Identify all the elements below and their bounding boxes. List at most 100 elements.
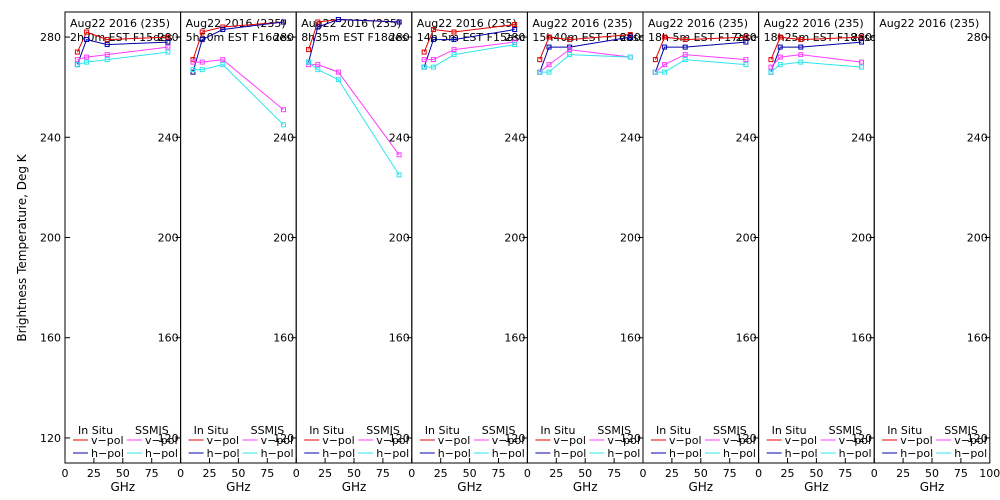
data-point-ssmis-vpol	[315, 62, 321, 68]
legend-label-ssmis-vpol: v−pol	[376, 434, 409, 447]
data-point-insitu-vpol	[421, 49, 427, 55]
x-tick-label: 75	[723, 467, 737, 480]
x-tick-label: 75	[954, 467, 968, 480]
data-point-ssmis-hpol	[567, 52, 573, 58]
panel-title-date: Aug22 2016 (235)	[648, 17, 748, 30]
data-point-insitu-vpol	[777, 34, 783, 40]
x-tick-label: 25	[665, 467, 679, 480]
series-line-ssmis-vpol	[193, 59, 284, 111]
legend-header-ssmis: SSMIS	[944, 424, 978, 437]
x-tick-label: 0	[62, 467, 69, 480]
panel-title-date: Aug22 2016 (235)	[301, 17, 401, 30]
data-point-insitu-hpol	[335, 17, 341, 23]
data-point-ssmis-vpol	[190, 59, 196, 65]
panel-1: Aug22 2016 (235)2h 0m EST F15des 120 120 16…	[40, 11, 182, 494]
data-point-insitu-vpol	[652, 57, 658, 63]
x-tick-label: 50	[809, 467, 823, 480]
y-tick-label: 120	[851, 432, 872, 445]
x-axis-label: GHz	[804, 480, 829, 494]
data-point-insitu-hpol	[682, 44, 688, 50]
data-point-insitu-hpol	[798, 44, 804, 50]
series-line-ssmis-vpol	[539, 49, 631, 73]
y-tick-label: 280	[504, 31, 525, 44]
y-tick-label: 240	[620, 131, 641, 144]
series-line-insitu-hpol	[423, 29, 515, 68]
legend-label-insitu-hpol: h−pol	[207, 447, 240, 460]
y-tick-label: 160	[504, 332, 525, 345]
panel-6: Aug22 2016 (235)18h 5m EST F17asc 120 160 2…	[640, 11, 760, 494]
x-tick-label: 50	[347, 467, 361, 480]
legend-label-insitu-hpol: h−pol	[322, 447, 355, 460]
series-line-ssmis-hpol	[655, 59, 746, 73]
legend-label-insitu-vpol: v−pol	[322, 434, 355, 447]
data-point-ssmis-hpol	[512, 42, 518, 48]
data-point-insitu-vpol	[104, 37, 110, 43]
legend-label-ssmis-hpol: h−pol	[839, 447, 872, 460]
data-point-insitu-hpol	[512, 27, 518, 33]
panel-title-date: Aug22 2016 (235)	[186, 17, 286, 30]
series-line-insitu-hpol	[308, 18, 400, 63]
legend-label-ssmis-hpol: h−pol	[607, 447, 640, 460]
panel-title-date: Aug22 2016 (235)	[764, 17, 864, 30]
data-point-insitu-hpol	[743, 39, 749, 45]
legend-label-insitu-vpol: v−pol	[900, 434, 933, 447]
y-tick-label: 200	[273, 232, 294, 245]
series-line-insitu-vpol	[423, 24, 515, 53]
legend-header-insitu: In Situ	[540, 424, 575, 437]
data-point-insitu-vpol	[627, 32, 633, 38]
data-point-ssmis-vpol	[777, 54, 783, 60]
legend-header-insitu: In Situ	[425, 424, 460, 437]
data-point-insitu-vpol	[306, 47, 312, 53]
y-tick-label: 160	[967, 332, 988, 345]
data-point-ssmis-vpol	[74, 57, 80, 63]
legend-label-ssmis-hpol: h−pol	[376, 447, 409, 460]
x-tick-label: 25	[896, 467, 910, 480]
series-line-ssmis-hpol	[770, 61, 862, 73]
panel-5: Aug22 2016 (235)15h40m EST F16asc 120 160 2…	[524, 11, 645, 494]
y-tick-label: 120	[40, 432, 61, 445]
data-point-insitu-vpol	[165, 34, 171, 40]
legend-label-insitu-hpol: h−pol	[91, 447, 124, 460]
panel-title-time: 14h 5m EST F15asc	[417, 31, 526, 44]
legend-label-ssmis-vpol: v−pol	[261, 434, 294, 447]
series-line-insitu-vpol	[770, 36, 862, 60]
x-tick-label: 75	[492, 467, 506, 480]
data-point-ssmis-vpol	[768, 64, 774, 70]
data-point-insitu-hpol	[165, 39, 171, 45]
series-line-ssmis-hpol	[539, 54, 631, 73]
legend-label-ssmis-hpol: h−pol	[954, 447, 987, 460]
data-point-ssmis-hpol	[777, 62, 783, 68]
data-point-ssmis-vpol	[743, 57, 749, 63]
x-tick-label: 75	[607, 467, 621, 480]
data-point-insitu-vpol	[546, 34, 552, 40]
data-point-ssmis-hpol	[199, 67, 205, 73]
series-line-insitu-hpol	[654, 41, 746, 73]
y-tick-label: 160	[736, 332, 757, 345]
x-axis-label: GHz	[573, 480, 598, 494]
y-tick-label: 240	[389, 131, 410, 144]
legend-label-insitu-vpol: v−pol	[91, 434, 124, 447]
data-point-ssmis-vpol	[798, 52, 804, 58]
x-tick-label: 0	[871, 467, 878, 480]
data-point-ssmis-vpol	[858, 59, 864, 65]
x-tick-label: 50	[925, 467, 939, 480]
data-point-insitu-vpol	[743, 34, 749, 40]
x-tick-label: 25	[781, 467, 795, 480]
legend-label-insitu-hpol: h−pol	[900, 447, 933, 460]
panel-title-date: Aug22 2016 (235)	[532, 17, 632, 30]
x-tick-label: 0	[293, 467, 300, 480]
panel-title-time: 8h35m EST F18des	[301, 31, 407, 44]
legend-header-ssmis: SSMIS	[366, 424, 400, 437]
data-point-ssmis-vpol	[567, 47, 573, 53]
legend-label-insitu-hpol: h−pol	[438, 447, 471, 460]
legend-header-insitu: In Situ	[887, 424, 922, 437]
panel-title-date: Aug22 2016 (235)	[70, 17, 170, 30]
legend-label-ssmis-vpol: v−pol	[492, 434, 525, 447]
y-tick-label: 200	[158, 232, 179, 245]
data-point-insitu-hpol	[567, 44, 573, 50]
y-tick-label: 240	[158, 131, 179, 144]
data-point-insitu-vpol	[567, 37, 573, 43]
panels: Aug22 2016 (235)2h 0m EST F15des12012016…	[40, 11, 1000, 494]
data-point-ssmis-vpol	[512, 39, 518, 45]
